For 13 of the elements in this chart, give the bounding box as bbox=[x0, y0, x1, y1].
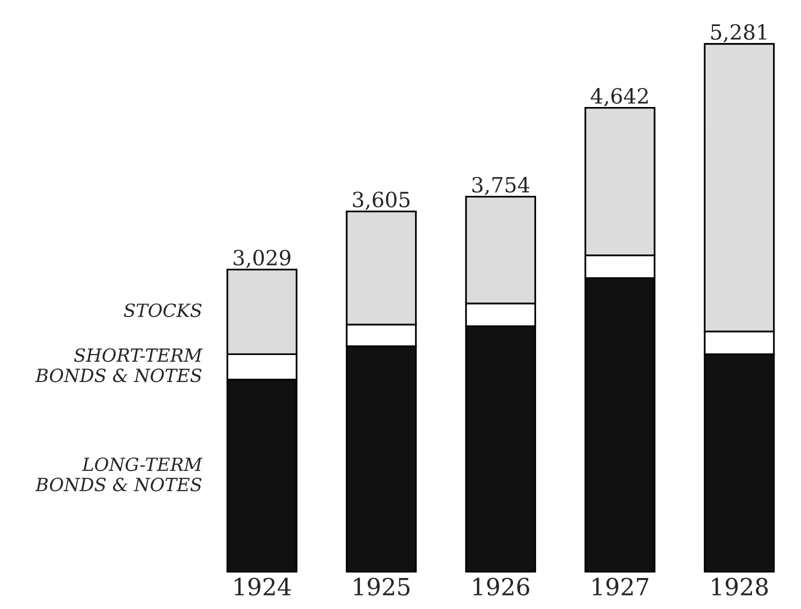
annotation: 3,029 bbox=[234, 250, 290, 268]
annotation: 3,605 bbox=[353, 192, 410, 210]
x-tick-label: 1926 bbox=[473, 578, 530, 596]
x-tick-label: 1927 bbox=[592, 578, 648, 596]
x-tick-label: 1924 bbox=[234, 578, 291, 596]
annotation: 5,281 bbox=[711, 24, 766, 42]
annotation: 4,642 bbox=[590, 88, 648, 106]
annotation: 3,754 bbox=[472, 176, 530, 196]
series-label: LONG-TERM BONDS & NOTES bbox=[35, 457, 203, 492]
x-tick-label: 1925 bbox=[354, 578, 410, 596]
series-label: SHORT-TERM BONDS & NOTES bbox=[35, 348, 203, 382]
x-tick-label: 1928 bbox=[712, 578, 768, 596]
series-label: STOCKS bbox=[124, 303, 202, 318]
